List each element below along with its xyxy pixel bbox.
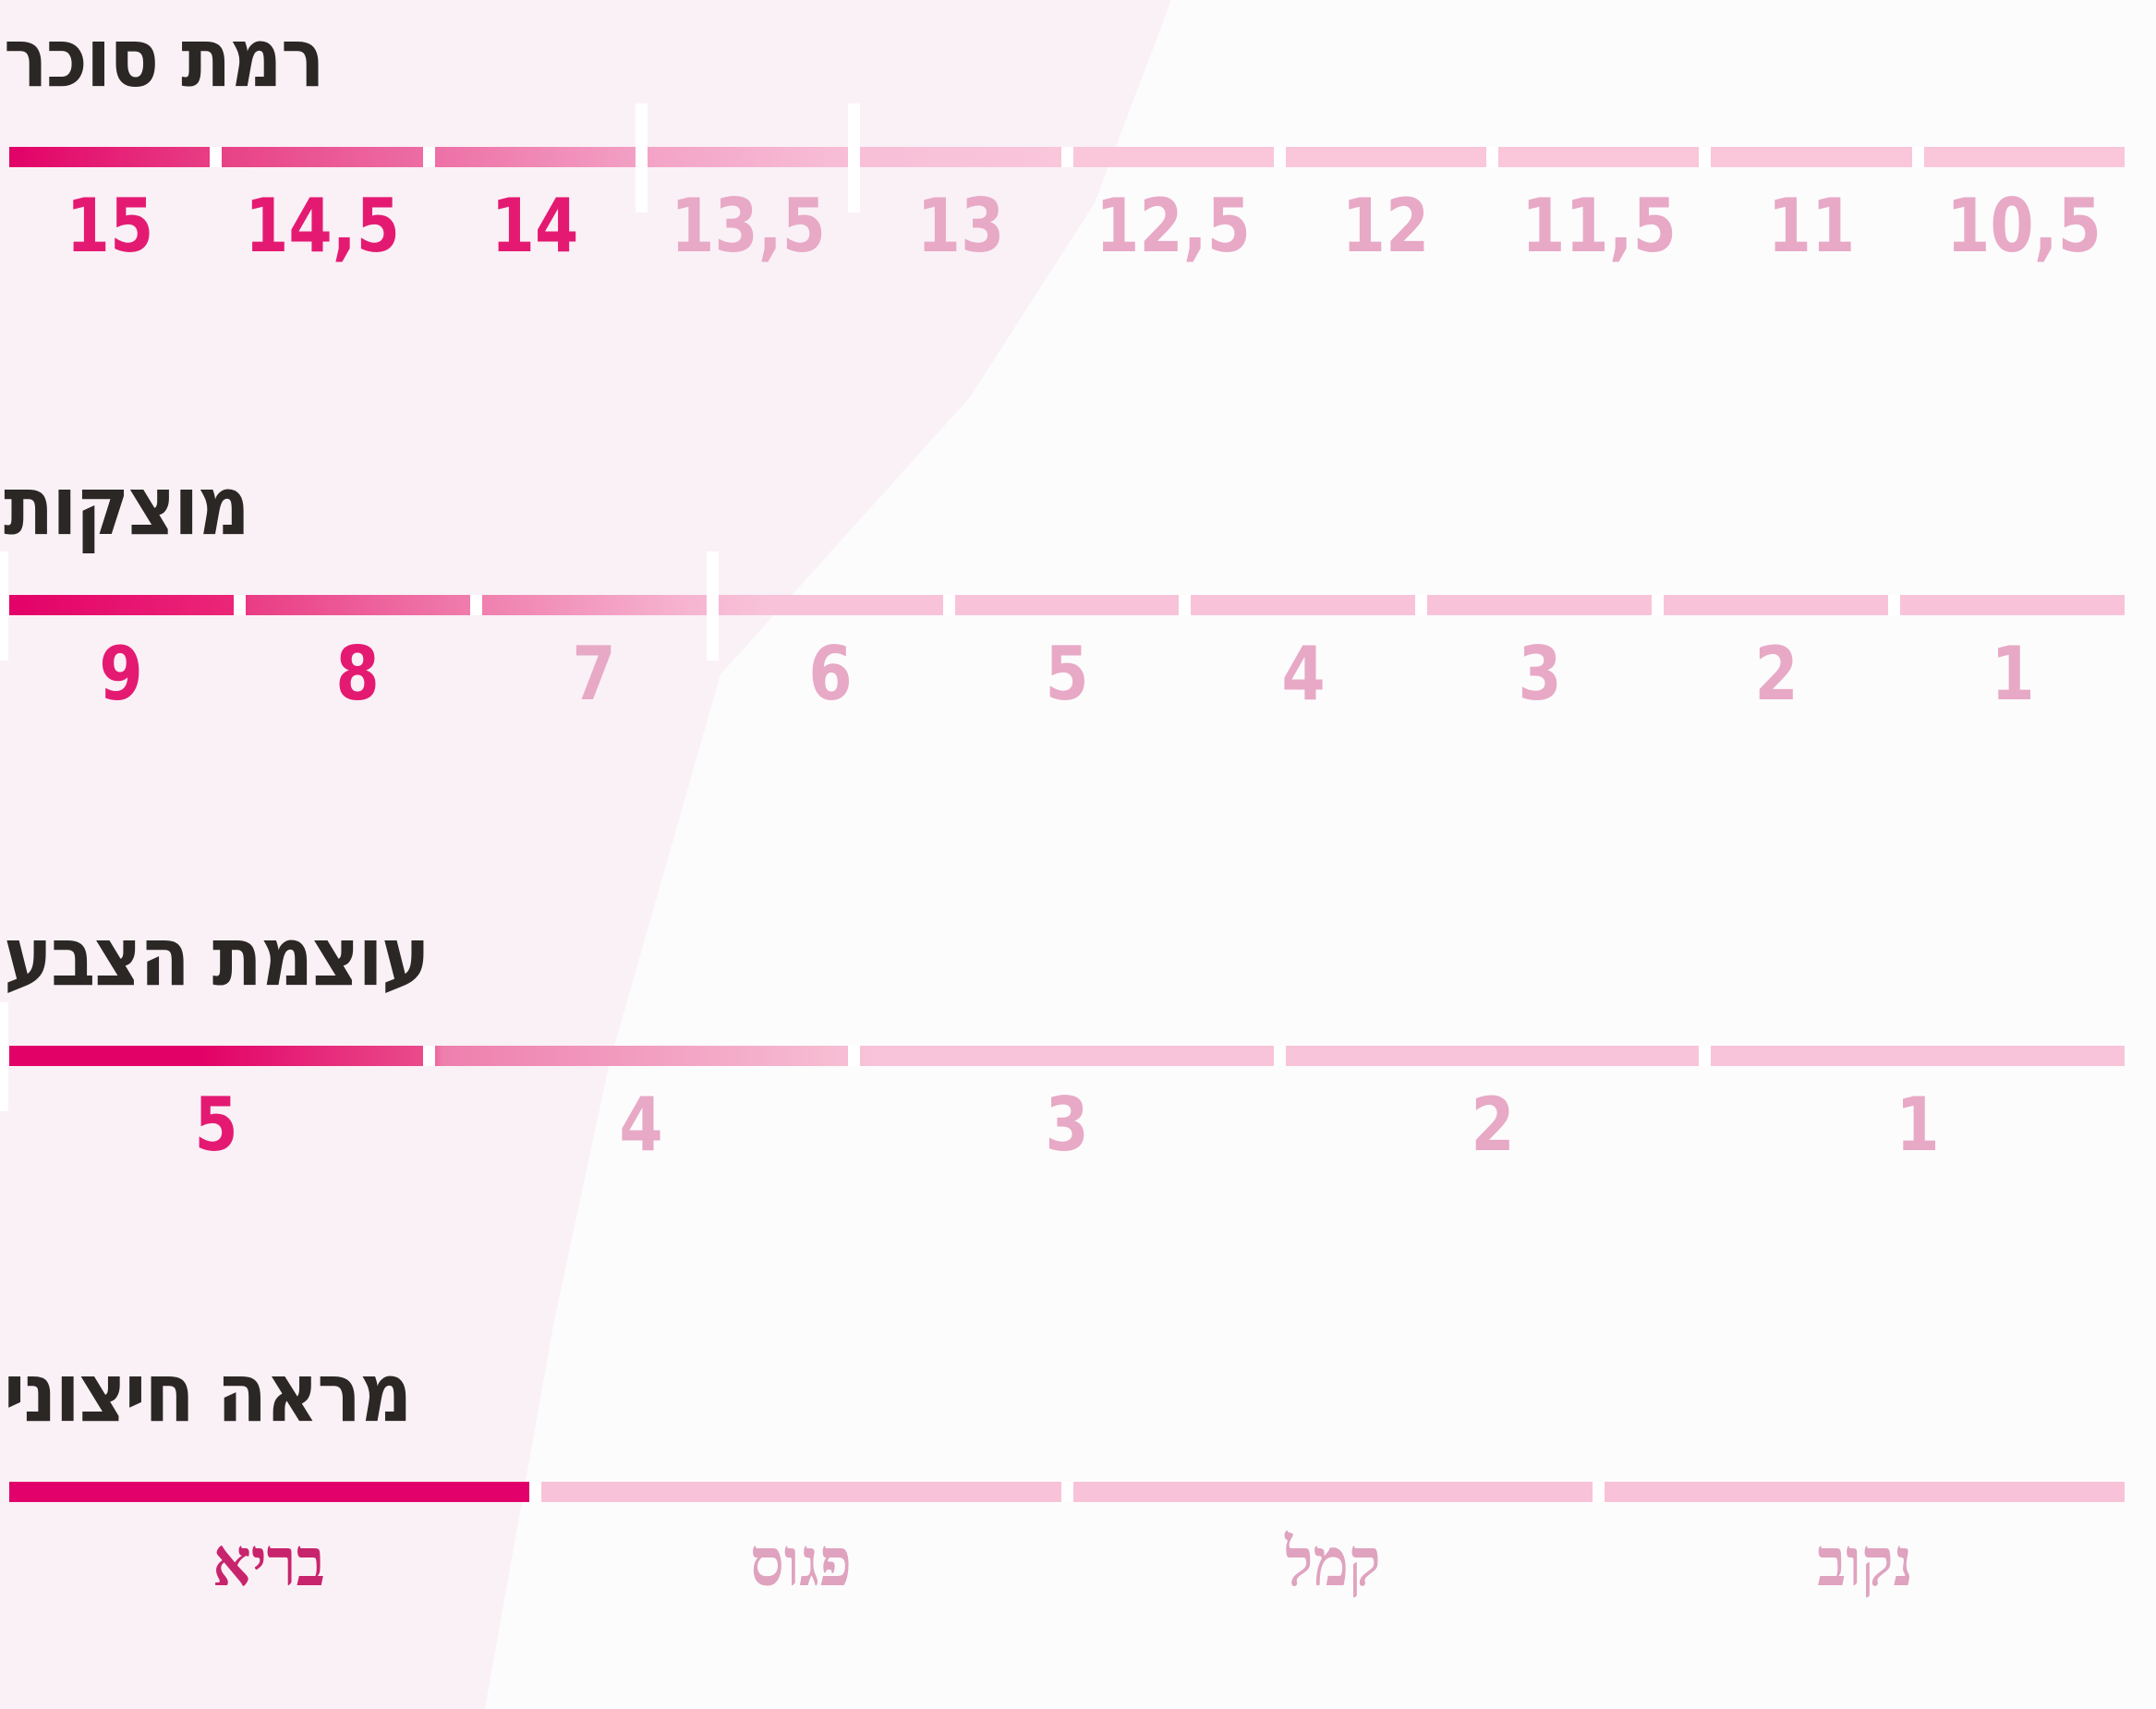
scale-label-external-appearance-1: פגוס: [750, 1522, 853, 1601]
scale-value-firmness-5: 4: [1281, 631, 1326, 717]
scale-value-sugar-level-7: 11,5: [1520, 183, 1677, 269]
scale-value-firmness-8: 1: [1990, 631, 2035, 717]
scale-value-sugar-level-5: 12,5: [1096, 183, 1252, 269]
scale-value-sugar-level-9: 10,5: [1946, 183, 2102, 269]
scale-value-color-intensity-0: 5: [194, 1082, 238, 1168]
scale-tick: [0, 1002, 8, 1111]
scale-value-sugar-level-0: 15: [66, 183, 153, 269]
segment-gap: [1486, 147, 1499, 167]
scale-value-color-intensity-2: 3: [1045, 1082, 1089, 1168]
segment-gap: [1060, 1482, 1073, 1502]
scale-value-sugar-level-8: 11: [1767, 183, 1856, 269]
scale-value-firmness-7: 2: [1753, 631, 1799, 717]
scale-value-firmness-6: 3: [1518, 631, 1562, 717]
scale-title-external-appearance: מראה חיצוני: [4, 1345, 412, 1440]
scale-bar-firmness: [9, 595, 2125, 615]
segment-gap: [1652, 595, 1665, 615]
segment-gap: [848, 1046, 861, 1066]
scale-value-firmness-0: 9: [99, 631, 144, 717]
scale-value-firmness-1: 8: [335, 631, 380, 717]
scale-title-sugar-level: רמת סוכר: [4, 10, 325, 105]
segment-gap: [1179, 595, 1192, 615]
segment-gap: [233, 595, 246, 615]
scale-tick: [848, 103, 861, 212]
scale-value-sugar-level-1: 14,5: [245, 183, 400, 269]
scale-title-color-intensity: עוצמת הצבע: [4, 909, 430, 1004]
scale-value-sugar-level-3: 13,5: [670, 183, 826, 269]
scale-value-firmness-3: 6: [808, 631, 853, 717]
scale-label-external-appearance-2: קמל: [1285, 1522, 1381, 1601]
segment-gap: [528, 1482, 541, 1502]
scale-value-color-intensity-3: 2: [1470, 1082, 1515, 1168]
segment-gap: [1060, 147, 1073, 167]
segment-gap: [1888, 595, 1901, 615]
segment-gap: [1273, 147, 1286, 167]
segment-gap: [1415, 595, 1428, 615]
scale-tick: [706, 551, 719, 661]
segment-gap: [469, 595, 482, 615]
segment-gap: [422, 147, 435, 167]
segment-gap: [1273, 1046, 1286, 1066]
scale-bar-external-appearance: [9, 1482, 2125, 1502]
segment-gap: [1699, 1046, 1712, 1066]
scale-tick: [0, 551, 8, 661]
segment-gap: [422, 1046, 435, 1066]
scale-value-firmness-2: 7: [572, 631, 616, 717]
segment-gap: [942, 595, 955, 615]
scale-bar-sugar-level: [9, 147, 2125, 167]
scale-value-sugar-level-2: 14: [491, 183, 579, 269]
scale-bar-color-intensity: [9, 1046, 2125, 1066]
segment-gap: [1593, 1482, 1605, 1502]
scale-value-color-intensity-4: 1: [1896, 1082, 1940, 1168]
scale-title-firmness: מוצקות: [4, 458, 250, 553]
scale-value-sugar-level-6: 12: [1342, 183, 1430, 269]
scale-value-color-intensity-1: 4: [619, 1082, 664, 1168]
segment-gap: [210, 147, 223, 167]
scale-label-external-appearance-0: בריא: [212, 1522, 326, 1601]
scale-tick: [635, 103, 648, 212]
segment-gap: [1699, 147, 1712, 167]
scale-value-sugar-level-4: 13: [916, 183, 1005, 269]
scale-value-firmness-4: 5: [1045, 631, 1089, 717]
segment-gap: [1911, 147, 1924, 167]
scale-label-external-appearance-3: נקוב: [1816, 1522, 1913, 1601]
